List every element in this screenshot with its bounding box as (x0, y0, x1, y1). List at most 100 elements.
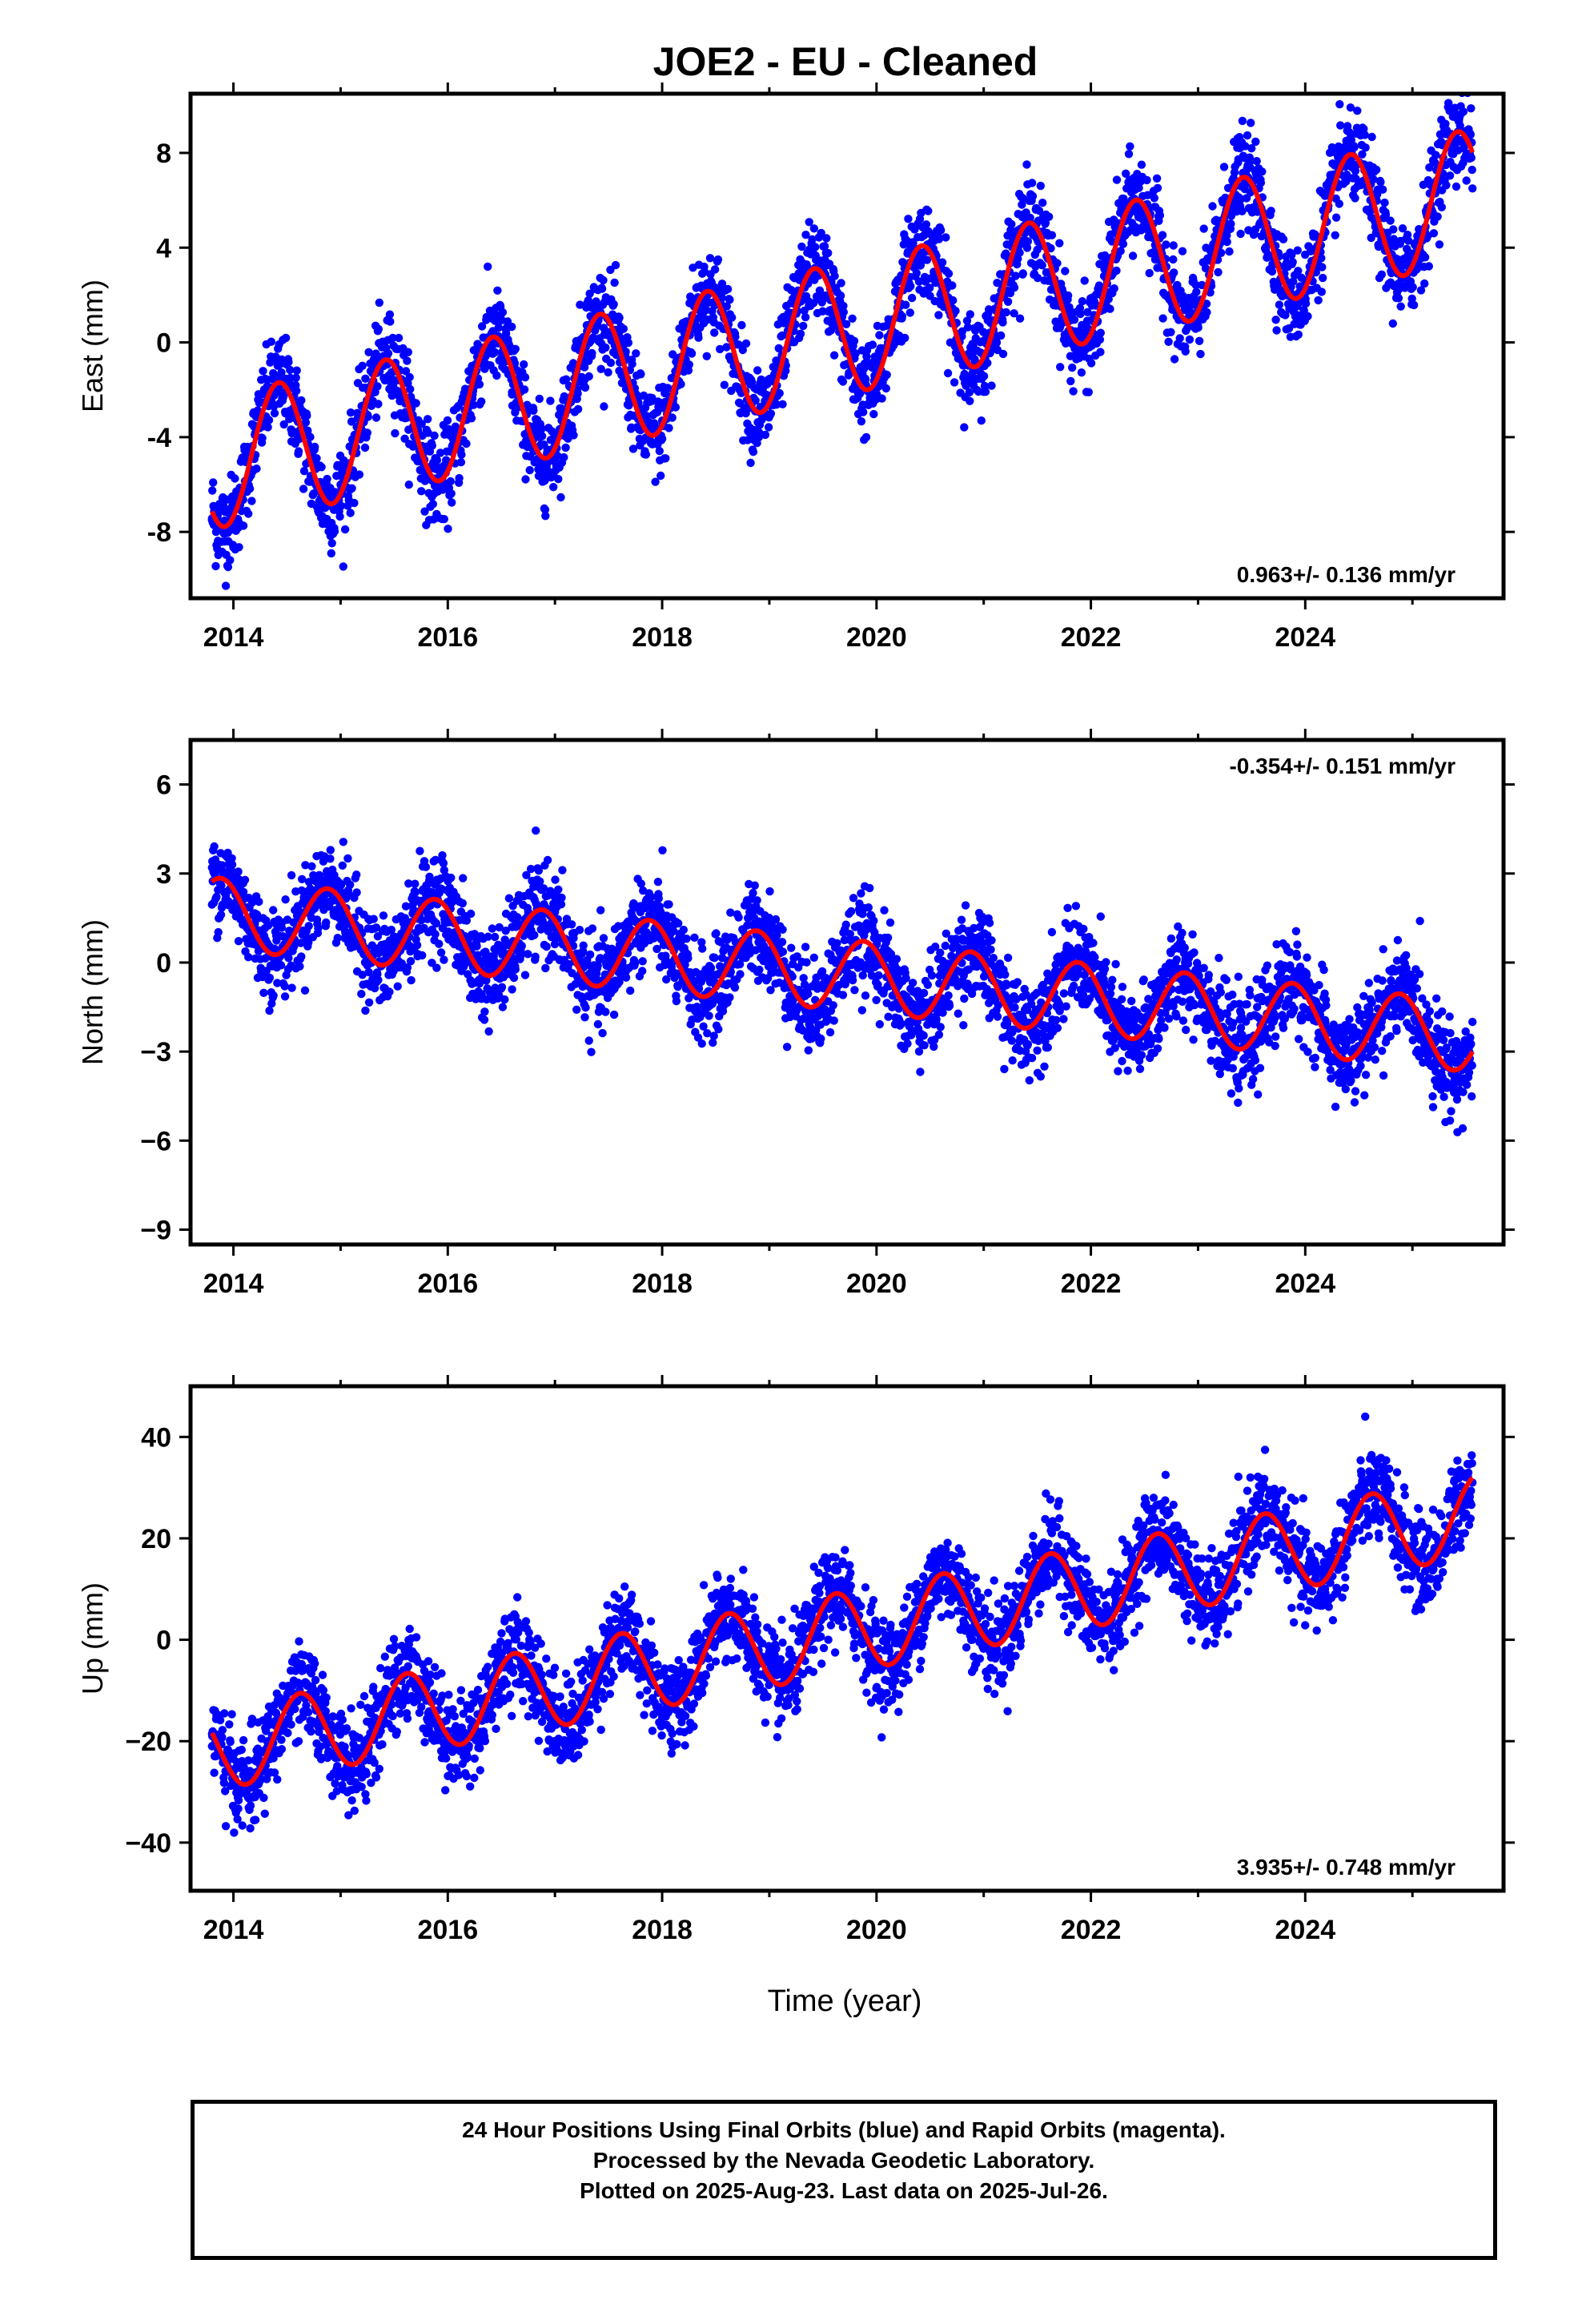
scatter-point (295, 962, 304, 971)
scatter-point (753, 896, 761, 905)
scatter-point (1350, 143, 1359, 152)
scatter-point (1195, 336, 1204, 345)
scatter-point (717, 293, 726, 302)
scatter-point (655, 447, 664, 456)
scatter-point (508, 985, 516, 994)
scatter-point (1022, 243, 1032, 252)
scatter-point (1007, 219, 1016, 229)
scatter-point (926, 283, 934, 292)
scatter-point (494, 323, 503, 332)
y-tick-label: -4 (147, 423, 171, 453)
scatter-point (728, 313, 737, 322)
scatter-point (1126, 142, 1134, 151)
scatter-point (1055, 239, 1064, 247)
scatter-point (304, 922, 313, 931)
scatter-point (404, 348, 412, 356)
scatter-point (1112, 175, 1122, 184)
scatter-point (1437, 203, 1447, 211)
scatter-point (511, 408, 520, 417)
scatter-point (755, 965, 764, 975)
scatter-point (677, 380, 685, 388)
x-tick-label: 2014 (203, 622, 264, 653)
scatter-point (338, 861, 347, 870)
scatter-point (1379, 185, 1387, 194)
scatter-point (875, 331, 884, 340)
scatter-point (809, 224, 818, 233)
scatter-point (1271, 316, 1280, 324)
scatter-point (323, 474, 331, 484)
scatter-point (269, 991, 278, 1000)
scatter-point (363, 428, 371, 437)
scatter-point (987, 381, 996, 390)
scatter-point (610, 278, 619, 287)
scatter-point (280, 982, 289, 991)
scatter-point (289, 427, 298, 436)
scatter-point (412, 399, 420, 408)
scatter-point (411, 879, 420, 888)
scatter-point (492, 371, 501, 380)
scatter-point (383, 349, 393, 358)
scatter-point (1389, 225, 1398, 234)
scatter-point (1361, 143, 1370, 152)
scatter-point (775, 388, 784, 398)
scatter-point (1433, 212, 1442, 221)
scatter-point (717, 279, 727, 288)
data-point (508, 390, 516, 399)
scatter-point (357, 989, 366, 999)
scatter-point (416, 846, 424, 855)
scatter-point (488, 924, 496, 933)
scatter-point (436, 948, 446, 957)
scatter-point (966, 310, 975, 319)
scatter-point (868, 340, 877, 349)
scatter-point (1015, 314, 1025, 323)
scatter-point (294, 447, 303, 456)
scatter-point (705, 1011, 713, 1020)
scatter-point (1170, 268, 1178, 277)
scatter-point (212, 892, 221, 902)
scatter-point (407, 975, 416, 985)
scatter-point (656, 471, 665, 480)
scatter-point (542, 942, 551, 951)
scatter-point (1110, 284, 1118, 293)
scatter-point (208, 486, 217, 495)
scatter-point (234, 937, 243, 946)
scatter-point (942, 233, 950, 242)
data-point (829, 321, 838, 331)
scatter-point (672, 996, 681, 1006)
scatter-point (484, 1027, 493, 1036)
scatter-point (412, 941, 422, 950)
scatter-point (1152, 174, 1162, 183)
scatter-point (749, 888, 757, 898)
scatter-point (658, 846, 667, 855)
scatter-point (546, 396, 555, 405)
x-tick-label: 2024 (1275, 622, 1336, 653)
scatter-point (906, 282, 915, 291)
scatter-point (279, 420, 288, 429)
scatter-point (339, 838, 347, 846)
scatter-point (1386, 216, 1395, 225)
scatter-point (301, 418, 311, 427)
scatter-point (1275, 300, 1284, 309)
scatter-point (604, 368, 612, 377)
scatter-point (1034, 206, 1044, 215)
scatter-point (1420, 253, 1430, 262)
scatter-point (1288, 258, 1297, 267)
scatter-point (654, 894, 663, 903)
scatter-point (1192, 287, 1201, 296)
scatter-point (685, 360, 693, 369)
scatter-point (287, 983, 296, 992)
scatter-point (935, 233, 944, 243)
scatter-point (1314, 296, 1323, 305)
data-point (1365, 207, 1374, 217)
scatter-point (327, 549, 335, 558)
scatter-point (1462, 176, 1471, 185)
scatter-point (455, 473, 464, 483)
scatter-point (621, 348, 630, 356)
x-tick-label: 2020 (846, 622, 907, 653)
scatter-point (1467, 104, 1476, 113)
scatter-point (326, 854, 335, 863)
scatter-point (517, 942, 526, 951)
scatter-point (949, 296, 958, 305)
scatter-point (498, 1003, 508, 1011)
y-tick-label: -8 (147, 517, 171, 548)
